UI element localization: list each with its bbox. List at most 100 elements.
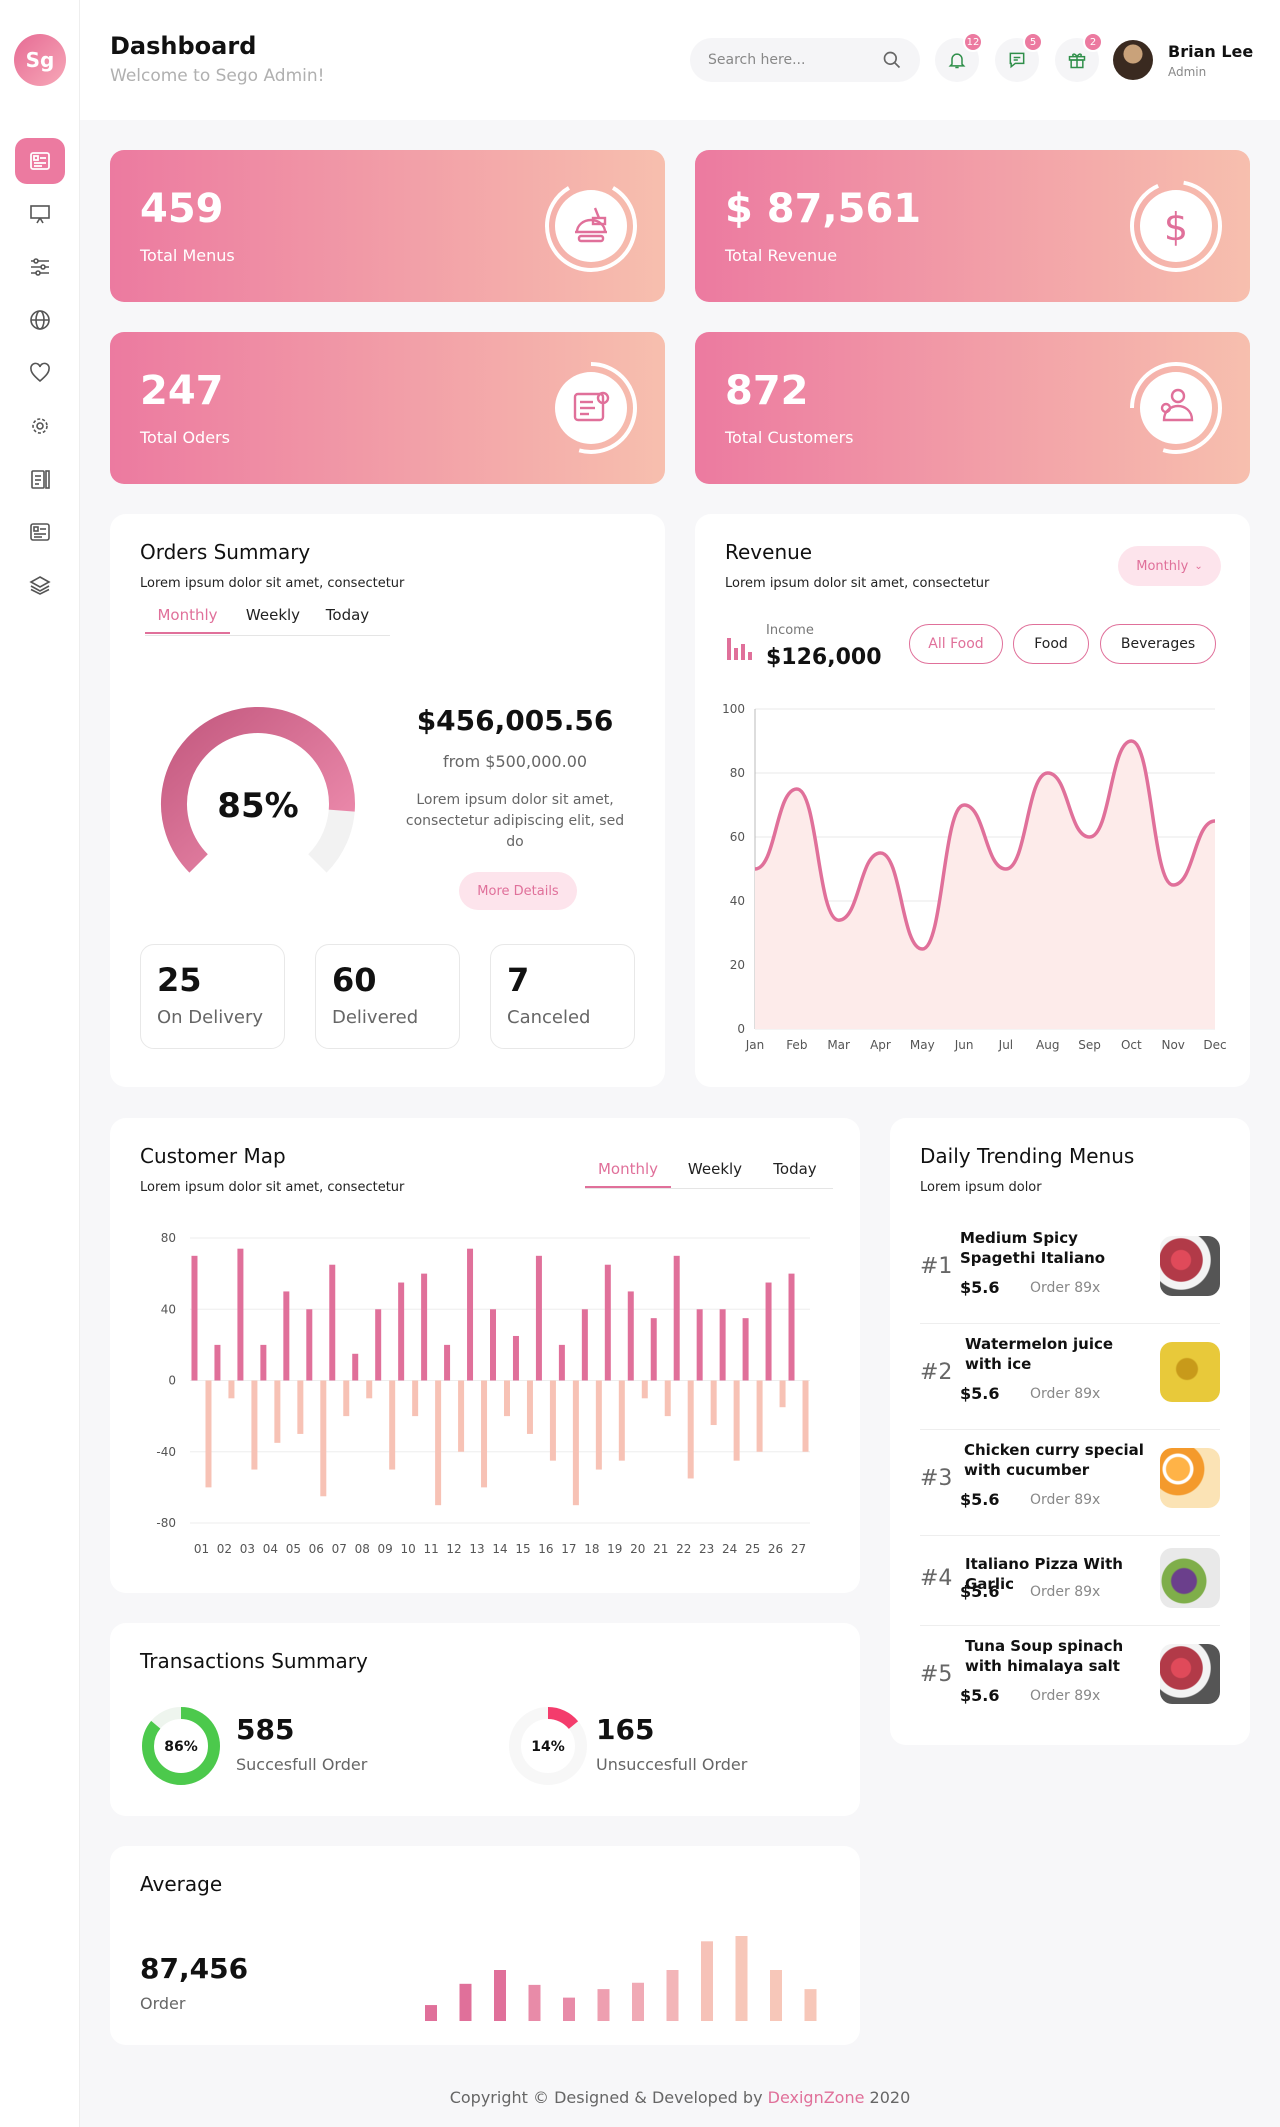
tab-underline xyxy=(145,635,390,636)
customer-bar xyxy=(398,1282,405,1381)
sidebar-item-reports[interactable] xyxy=(15,509,65,555)
notifications-badge: 12 xyxy=(963,32,983,52)
trending-rank: #3 xyxy=(920,1466,953,1491)
x-tick-label: 01 xyxy=(194,1542,209,1556)
avatar[interactable] xyxy=(1113,40,1153,80)
stat-card-customers: 872 Total Customers xyxy=(695,332,1250,484)
messages-button[interactable]: 5 xyxy=(995,32,1043,82)
x-tick-label: 27 xyxy=(791,1542,806,1556)
filter-beverages[interactable]: Beverages xyxy=(1100,624,1216,664)
layers-icon xyxy=(29,576,51,595)
fail-value: 165 xyxy=(596,1713,655,1746)
card-subtitle: Lorem ipsum dolor sit amet, consectetur xyxy=(725,576,990,591)
mini-card-on-delivery: 25 On Delivery xyxy=(140,944,285,1049)
tab-weekly[interactable]: Weekly xyxy=(687,1160,743,1178)
gifts-badge: 2 xyxy=(1083,32,1103,52)
mini-value: 60 xyxy=(332,961,377,999)
notifications-button[interactable]: 12 xyxy=(935,32,983,82)
customer-bar xyxy=(512,1335,519,1381)
sidebar-item-favorites[interactable] xyxy=(15,350,65,396)
customer-bar xyxy=(274,1380,281,1443)
card-title: Daily Trending Menus xyxy=(920,1144,1135,1168)
x-tick-label: 20 xyxy=(630,1542,645,1556)
x-tick-label: 14 xyxy=(492,1542,507,1556)
trending-name: Italiano Pizza With Garlic xyxy=(965,1555,1123,1593)
trending-item[interactable]: #5 Tuna Soup spinach with himalaya salt … xyxy=(920,1626,1220,1732)
average-label: Order xyxy=(140,1994,186,2013)
gifts-button[interactable]: 2 xyxy=(1055,32,1103,82)
filter-food[interactable]: Food xyxy=(1013,624,1089,664)
customer-bar xyxy=(260,1344,267,1381)
average-bar xyxy=(425,2005,437,2021)
x-tick-label: 03 xyxy=(240,1542,255,1556)
tab-today[interactable]: Today xyxy=(325,606,370,624)
average-bar xyxy=(528,1984,541,2021)
x-tick-label: Feb xyxy=(786,1038,807,1052)
sidebar-item-presentation[interactable] xyxy=(15,191,65,237)
customer-bar xyxy=(641,1380,648,1399)
x-tick-label: 09 xyxy=(378,1542,393,1556)
sidebar-item-controls[interactable] xyxy=(15,244,65,290)
trending-price: $5.6 xyxy=(960,1278,1000,1297)
customer-bar xyxy=(673,1255,680,1381)
filter-all-food[interactable]: All Food xyxy=(909,624,1003,664)
customer-bar xyxy=(389,1380,396,1470)
x-tick-label: 22 xyxy=(676,1542,691,1556)
trending-item[interactable]: #4 Italiano Pizza With Garlic $5.6 Order… xyxy=(920,1536,1220,1626)
transactions-card: Transactions Summary 86% 585 Succesfull … xyxy=(110,1623,860,1816)
more-details-button[interactable]: More Details xyxy=(459,872,577,910)
fail-ring: 14% xyxy=(509,1707,587,1785)
trending-name: Watermelon juice with ice xyxy=(965,1335,1114,1373)
card-title: Revenue xyxy=(725,540,813,564)
average-bar xyxy=(494,1970,506,2021)
trending-name: Chicken curry special with cucumber xyxy=(964,1441,1144,1479)
customer-bar xyxy=(526,1380,533,1434)
tab-monthly[interactable]: Monthly xyxy=(145,606,230,634)
x-tick-label: Aug xyxy=(1036,1038,1059,1052)
x-tick-label: 17 xyxy=(561,1542,576,1556)
average-value: 87,456 xyxy=(140,1952,249,1985)
x-tick-label: 07 xyxy=(332,1542,347,1556)
tab-monthly[interactable]: Monthly xyxy=(585,1160,671,1188)
average-bar xyxy=(701,1941,713,2021)
sidebar-item-layers[interactable] xyxy=(15,562,65,608)
tab-today[interactable]: Today xyxy=(773,1160,817,1178)
card-title: Customer Map xyxy=(140,1144,286,1168)
period-value: Monthly xyxy=(1136,558,1189,574)
banana-image xyxy=(1160,1342,1220,1402)
mini-value: 7 xyxy=(507,961,530,999)
revenue-card: Revenue Lorem ipsum dolor sit amet, cons… xyxy=(695,514,1250,1087)
customer-bar xyxy=(558,1344,565,1381)
customer-bar xyxy=(504,1380,510,1417)
income-value: $126,000 xyxy=(766,645,882,670)
period-dropdown[interactable]: Monthly ⌄ xyxy=(1118,546,1221,586)
trending-item[interactable]: #1 Medium Spicy Spagethi Italiano $5.6 O… xyxy=(920,1218,1220,1324)
customer-bar xyxy=(664,1380,671,1417)
sidebar-item-settings[interactable] xyxy=(15,403,65,449)
customer-bar xyxy=(618,1380,625,1461)
customer-bar xyxy=(650,1318,657,1381)
x-tick-label: Oct xyxy=(1121,1038,1142,1052)
search-input[interactable] xyxy=(708,52,858,68)
x-tick-label: Apr xyxy=(870,1038,891,1052)
x-tick-label: Mar xyxy=(827,1038,850,1052)
app-logo[interactable]: Sg xyxy=(14,34,66,86)
footer-brand-link[interactable]: DexignZone xyxy=(767,2088,865,2107)
sidebar-item-dashboard[interactable] xyxy=(15,138,65,184)
x-tick-label: 11 xyxy=(423,1542,438,1556)
tab-underline xyxy=(585,1188,833,1189)
sidebar-item-clipboard[interactable] xyxy=(15,456,65,502)
sidebar-item-globe[interactable] xyxy=(15,297,65,343)
x-tick-label: 15 xyxy=(515,1542,530,1556)
trending-item[interactable]: #3 Chicken curry special with cucumber $… xyxy=(920,1430,1220,1536)
trending-item[interactable]: #2 Watermelon juice with ice $5.6 Order … xyxy=(920,1324,1220,1430)
x-tick-label: Jan xyxy=(745,1038,765,1052)
search-icon[interactable] xyxy=(882,50,902,70)
x-tick-label: 10 xyxy=(401,1542,416,1556)
y-tick-label: 0 xyxy=(168,1374,176,1388)
stat-value: $ 87,561 xyxy=(725,186,922,232)
tab-weekly[interactable]: Weekly xyxy=(245,606,301,624)
average-bar xyxy=(804,1989,817,2021)
user-name[interactable]: Brian Lee xyxy=(1168,42,1254,61)
customer-bar xyxy=(306,1309,313,1381)
